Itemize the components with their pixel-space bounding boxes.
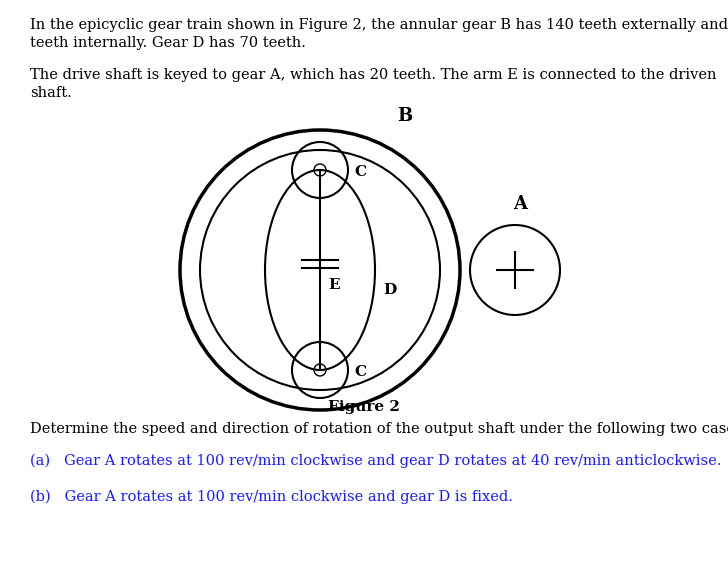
Text: B: B xyxy=(397,107,413,125)
Text: C: C xyxy=(354,365,366,379)
Text: (b)   Gear A rotates at 100 rev/min clockwise and gear D is fixed.: (b) Gear A rotates at 100 rev/min clockw… xyxy=(30,490,513,505)
Text: teeth internally. Gear D has 70 teeth.: teeth internally. Gear D has 70 teeth. xyxy=(30,36,306,50)
Text: Determine the speed and direction of rotation of the output shaft under the foll: Determine the speed and direction of rot… xyxy=(30,422,728,436)
Text: (a)   Gear A rotates at 100 rev/min clockwise and gear D rotates at 40 rev/min a: (a) Gear A rotates at 100 rev/min clockw… xyxy=(30,454,721,468)
Text: The drive shaft is keyed to gear A, which has 20 teeth. The arm E is connected t: The drive shaft is keyed to gear A, whic… xyxy=(30,68,716,82)
Text: C: C xyxy=(354,165,366,179)
Text: D: D xyxy=(383,283,396,297)
Text: E: E xyxy=(328,278,340,292)
Text: In the epicyclic gear train shown in Figure 2, the annular gear B has 140 teeth : In the epicyclic gear train shown in Fig… xyxy=(30,18,728,32)
Text: Figure 2: Figure 2 xyxy=(328,400,400,414)
Text: shaft.: shaft. xyxy=(30,86,72,100)
Text: A: A xyxy=(513,195,527,213)
